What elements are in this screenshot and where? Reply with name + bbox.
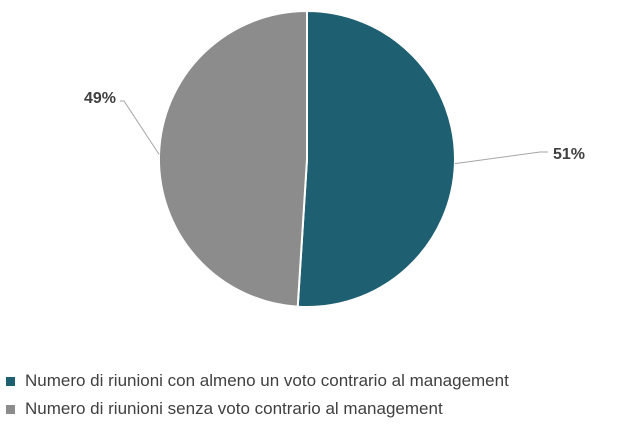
pie-slice-0 [296, 9, 456, 308]
data-label-0: 51% [553, 146, 585, 163]
legend-swatch-1 [6, 404, 15, 414]
data-labels: 51% 49% [84, 90, 585, 163]
pie-chart: 51% 49% [84, 9, 585, 308]
legend-item-0: Numero di riunioni con almeno un voto co… [6, 367, 614, 395]
legend-label-0: Numero di riunioni con almeno un voto co… [25, 371, 509, 390]
leader-line-1 [120, 100, 160, 155]
legend-item-1: Numero di riunioni senza voto contrario … [6, 395, 614, 423]
legend-label-1: Numero di riunioni senza voto contrario … [25, 399, 443, 418]
legend: Numero di riunioni con almeno un voto co… [6, 367, 614, 423]
pie-slice-1 [157, 9, 308, 308]
data-label-1: 49% [84, 90, 116, 107]
pie-slices [157, 9, 456, 308]
leader-line-0 [454, 151, 548, 165]
leader-lines [120, 100, 548, 165]
legend-swatch-0 [6, 376, 15, 386]
